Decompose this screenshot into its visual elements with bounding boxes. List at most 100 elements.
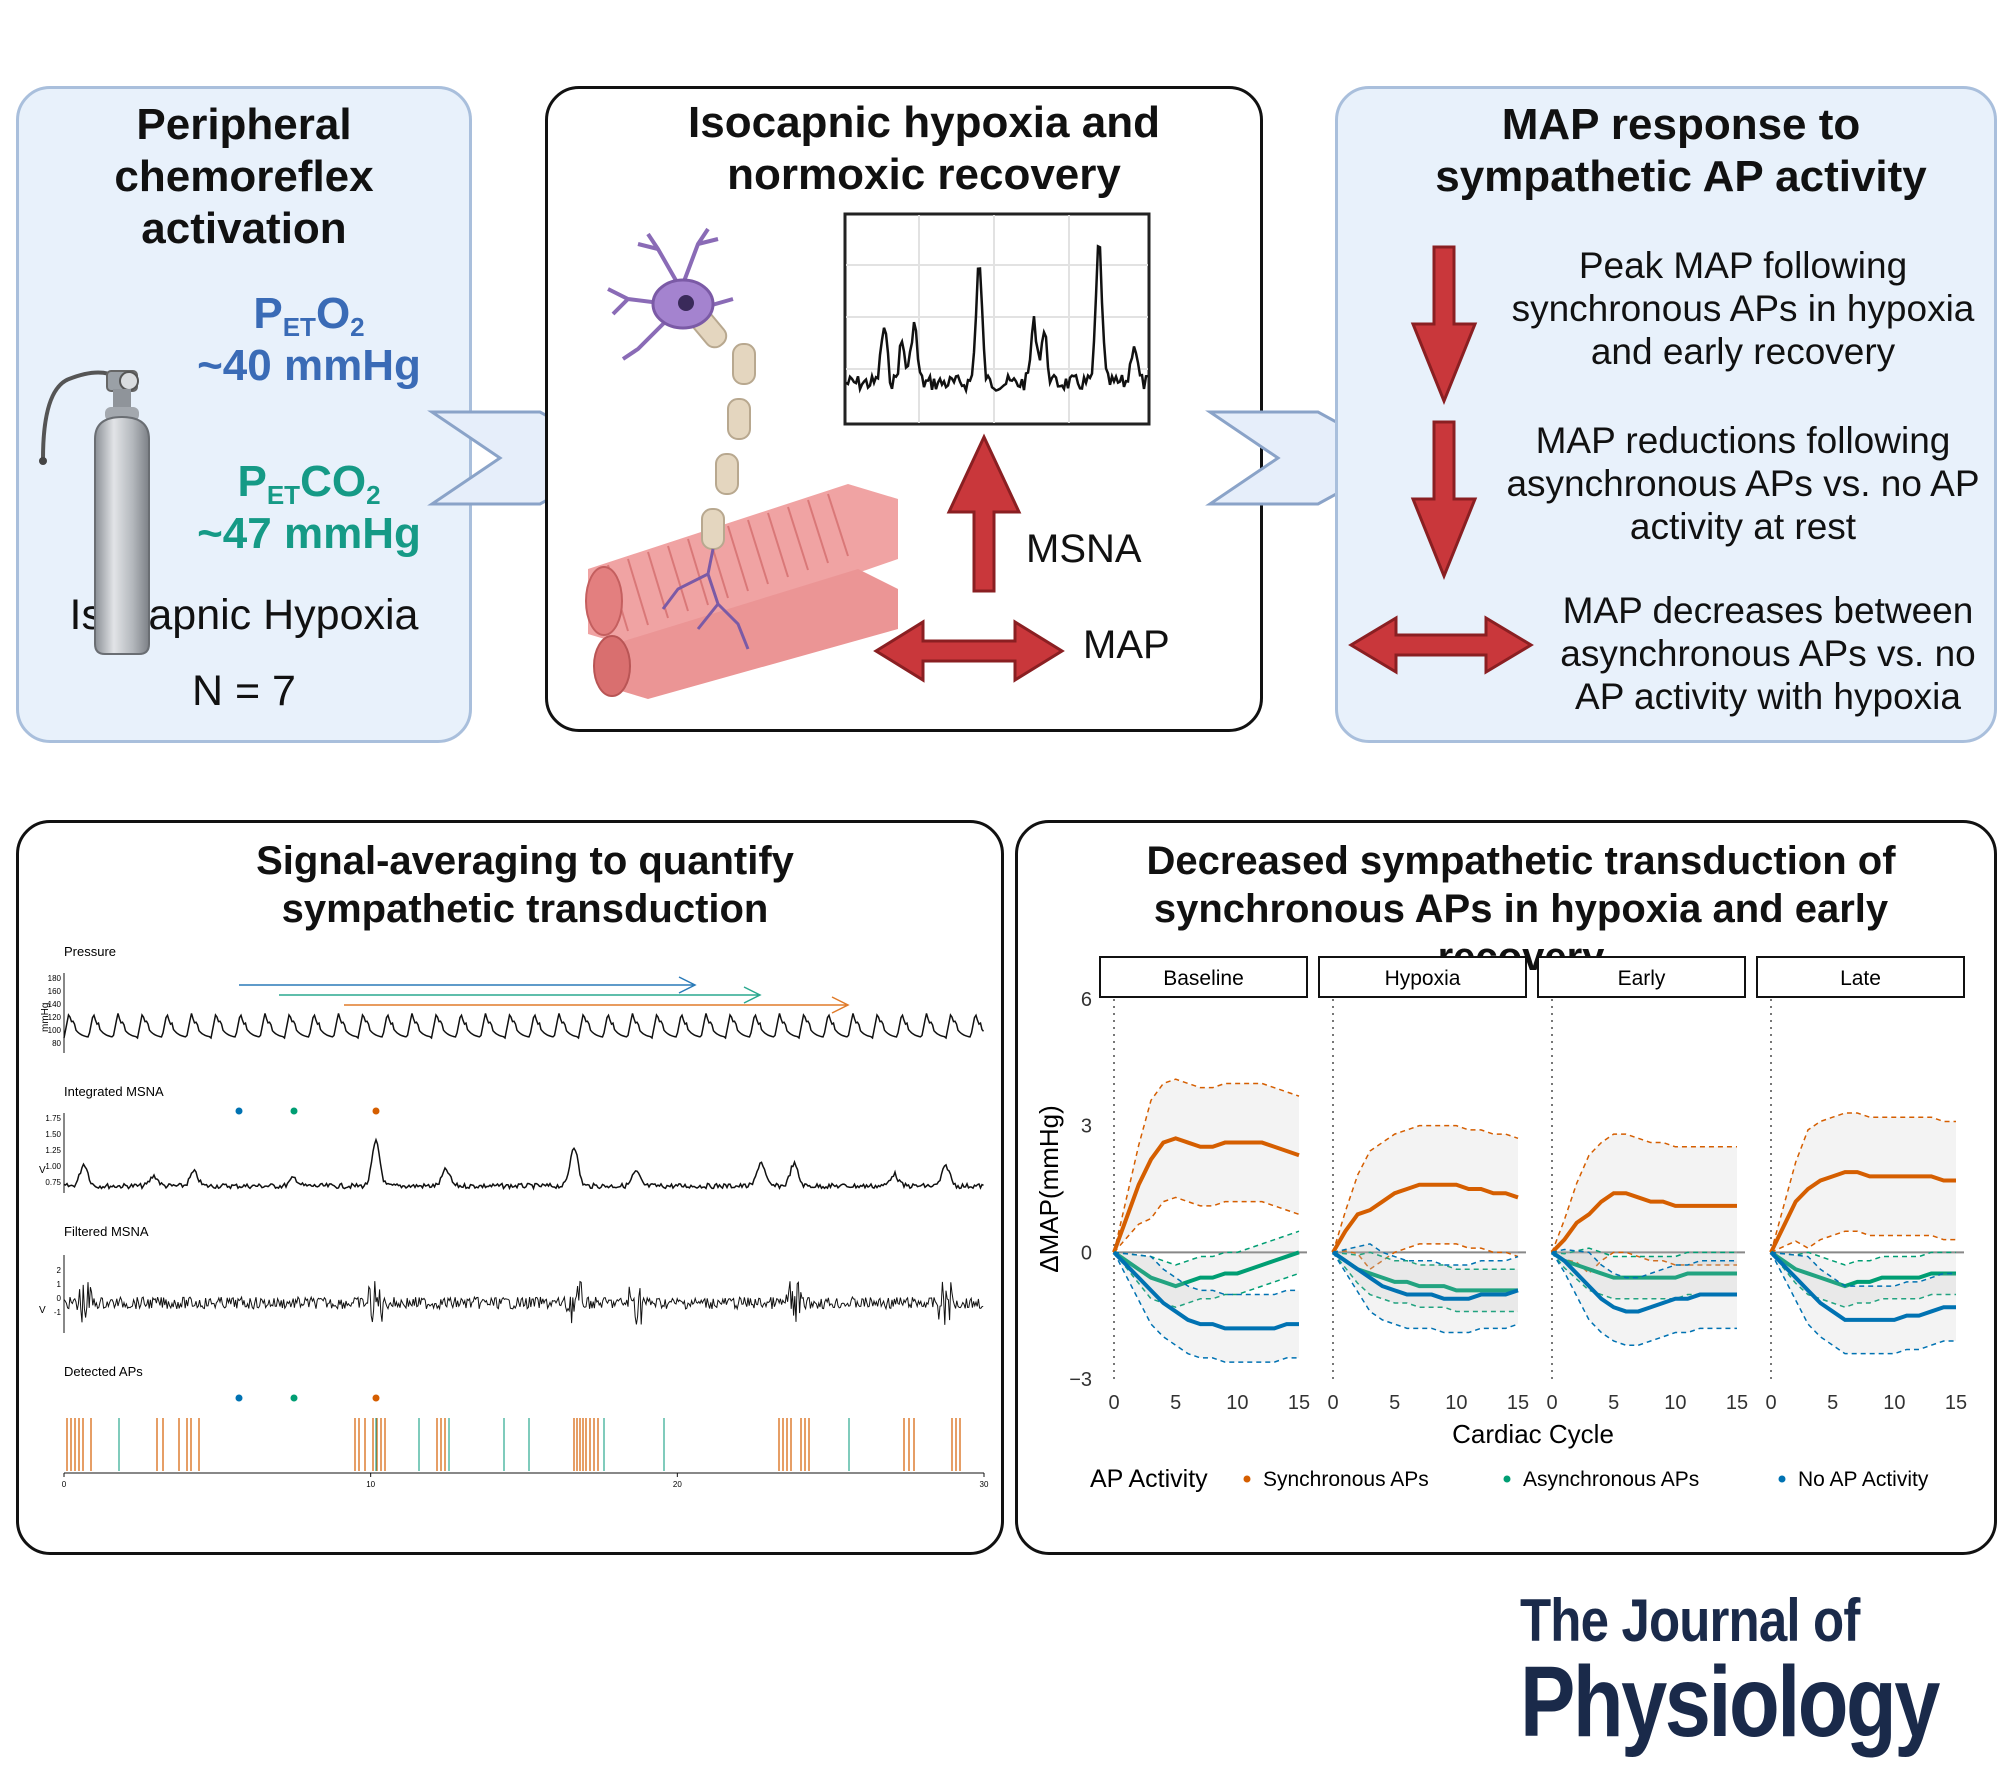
pressure-tick-2: 140 bbox=[48, 1000, 62, 1009]
chemoreflex-title: Peripheral chemoreflex activation bbox=[114, 100, 374, 253]
peto2-gas: O bbox=[315, 289, 351, 338]
x-tick: 0 bbox=[1765, 1392, 1776, 1414]
facet-strip-3 bbox=[1756, 956, 1965, 998]
hypoxia-title: Isocapnic hypoxia and normoxic recovery bbox=[688, 98, 1160, 199]
integrated-tick-2: 1.25 bbox=[45, 1146, 61, 1155]
down-arrow-icon-2 bbox=[1410, 420, 1478, 581]
peto2-prefix: P bbox=[253, 289, 283, 338]
finding-2: MAP reductions following asynchronous AP… bbox=[1506, 420, 1980, 547]
y-tick-3: −3 bbox=[1069, 1369, 1092, 1391]
no-ap-marker-2 bbox=[235, 1394, 243, 1402]
integrated-msna-trace-line bbox=[63, 1137, 984, 1191]
x-tick: 10 bbox=[1883, 1392, 1905, 1414]
ci-band bbox=[1333, 1125, 1518, 1270]
pressure-unit: mmHg bbox=[40, 1003, 51, 1032]
pressure-label: Pressure bbox=[64, 944, 116, 959]
filtered-msna-unit: V bbox=[39, 1305, 46, 1316]
time-axis-ticks: 0 10 20 30 bbox=[62, 1473, 989, 1489]
x-tick: 0 bbox=[1546, 1392, 1557, 1414]
legend-marker-2 bbox=[1778, 1475, 1786, 1483]
transduction-title: Decreased sympathetic transduction of sy… bbox=[1146, 839, 1896, 979]
double-arrow-icon bbox=[1348, 615, 1534, 675]
y-tick-0: 6 bbox=[1081, 989, 1092, 1011]
finding-3: MAP decreases between asynchronous APs v… bbox=[1560, 590, 1976, 717]
peto2-value: ~40 mmHg bbox=[197, 341, 421, 390]
integrated-tick-1: 1.50 bbox=[45, 1130, 61, 1139]
ci-lower bbox=[1332, 1251, 1518, 1313]
ci-upper bbox=[1770, 1251, 1956, 1287]
series-line-1 bbox=[1112, 1250, 1300, 1289]
petco2-label: PETCO2 bbox=[159, 457, 459, 511]
async-ap-marker bbox=[290, 1107, 298, 1115]
msna-up-arrow-icon bbox=[946, 433, 1022, 593]
x-tick: 0 bbox=[1327, 1392, 1338, 1414]
integrated-msna-label: Integrated MSNA bbox=[64, 1084, 164, 1099]
series-line-0 bbox=[1112, 1136, 1300, 1254]
facet-label-2: Early bbox=[1618, 967, 1666, 990]
ci-band bbox=[1771, 1252, 1956, 1354]
legend-title: AP Activity bbox=[1090, 1465, 1208, 1493]
ci-lower bbox=[1332, 1251, 1519, 1334]
sync-ap-marker bbox=[372, 1107, 380, 1115]
series-line-0 bbox=[1331, 1182, 1519, 1254]
ci-lower bbox=[1551, 1251, 1737, 1275]
legend-label-1: Asynchronous APs bbox=[1523, 1468, 1699, 1491]
ci-upper bbox=[1770, 1112, 1956, 1253]
x-tick: 15 bbox=[1726, 1392, 1748, 1414]
msna-label: MSNA bbox=[1026, 527, 1142, 571]
hypoxia-panel: Isocapnic hypoxia and normoxic recovery bbox=[545, 86, 1263, 732]
neuron-muscle-illustration bbox=[585, 227, 898, 699]
x-tick: 15 bbox=[1507, 1392, 1529, 1414]
time-tick-1: 10 bbox=[366, 1480, 375, 1489]
ci-upper bbox=[1332, 1124, 1519, 1253]
ci-lower bbox=[1113, 1251, 1299, 1363]
signal-averaging-panel: Signal-averaging to quantify sympathetic… bbox=[16, 820, 1004, 1555]
transduction-panel: Decreased sympathetic transduction of sy… bbox=[1015, 820, 1997, 1555]
down-arrow-icon-1 bbox=[1410, 245, 1478, 406]
integrated-tick-4: 0.75 bbox=[45, 1178, 61, 1187]
y-axis-label: ΔMAP(mmHg) bbox=[1034, 1105, 1064, 1273]
petco2-gas-sub: 2 bbox=[366, 480, 381, 510]
x-tick: 15 bbox=[1288, 1392, 1310, 1414]
pressure-tick-4: 100 bbox=[48, 1026, 62, 1035]
filtered-tick-1: 1 bbox=[57, 1280, 62, 1289]
x-tick: 10 bbox=[1664, 1392, 1686, 1414]
ci-upper bbox=[1551, 1247, 1737, 1258]
time-tick-3: 30 bbox=[980, 1480, 989, 1489]
ci-band bbox=[1114, 1231, 1299, 1308]
peto2-gas-sub: 2 bbox=[350, 312, 365, 342]
map-response-title: MAP response to sympathetic AP activity bbox=[1435, 100, 1927, 201]
delta-map-chart: ΔMAP(mmHg) 6 3 0 −3 Baseline 0 5 10 15 Hypoxia 0 5 10… bbox=[1034, 956, 1967, 1493]
x-tick: 15 bbox=[1945, 1392, 1967, 1414]
pressure-tick-labels: 180 160 140 120 100 80 bbox=[48, 974, 62, 1048]
ci-band bbox=[1552, 1134, 1737, 1274]
msna-trace-line bbox=[845, 244, 1149, 395]
filtered-tick-labels: 2 1 0 -1 bbox=[54, 1266, 62, 1317]
x-tick: 5 bbox=[1170, 1392, 1181, 1414]
filtered-msna-trace-line bbox=[63, 1280, 984, 1325]
ci-band bbox=[1114, 1079, 1299, 1253]
filtered-tick-2: 0 bbox=[57, 1294, 62, 1303]
ci-band bbox=[1771, 1252, 1956, 1308]
ci-upper bbox=[1770, 1251, 1956, 1266]
filtered-tick-0: 2 bbox=[57, 1266, 62, 1275]
ci-upper bbox=[1113, 1251, 1299, 1296]
petco2-sub: ET bbox=[266, 480, 301, 510]
legend-label-2: No AP Activity bbox=[1798, 1468, 1929, 1491]
series-line-2 bbox=[1550, 1250, 1737, 1314]
chemoreflex-panel: Peripheral chemoreflex activation PETO2 … bbox=[16, 86, 472, 743]
x-tick: 0 bbox=[1108, 1392, 1119, 1414]
x-tick: 10 bbox=[1226, 1392, 1248, 1414]
map-label: MAP bbox=[1083, 623, 1170, 667]
ci-lower bbox=[1770, 1251, 1956, 1355]
petco2-gas: CO bbox=[300, 457, 367, 506]
async-ap-marker-2 bbox=[290, 1394, 298, 1402]
x-axis-label: Cardiac Cycle bbox=[1452, 1419, 1614, 1449]
journal-logo: The Journal of Physiology bbox=[1520, 1587, 2007, 1753]
journal-logo-line1: The Journal of bbox=[1520, 1587, 1860, 1654]
time-tick-0: 0 bbox=[62, 1480, 67, 1489]
ci-upper bbox=[1551, 1248, 1737, 1279]
facet-label-1: Hypoxia bbox=[1385, 967, 1461, 990]
facet-label-0: Baseline bbox=[1163, 967, 1244, 990]
n-label: N = 7 bbox=[192, 667, 296, 715]
